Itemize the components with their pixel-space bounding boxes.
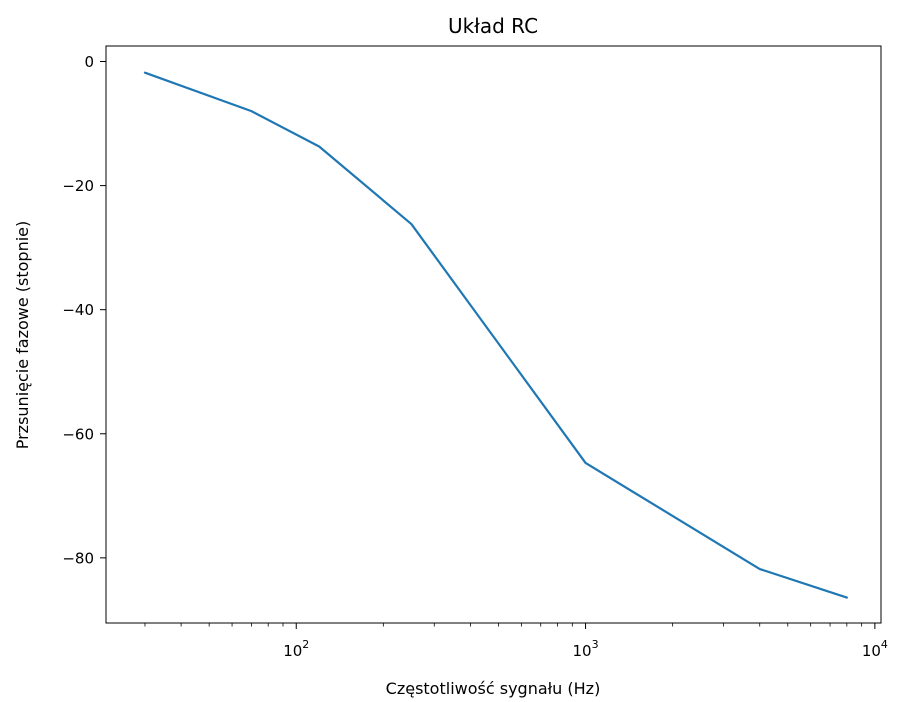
y-axis: 0 −20 −40 −60 −80: [62, 53, 106, 567]
axes-frame: [105, 45, 882, 624]
x-tick-label: 102: [283, 638, 309, 660]
plot-area: [143, 71, 848, 599]
y-tick-label: −80: [62, 549, 94, 567]
x-tick-label: 103: [573, 638, 599, 660]
y-tick-label: −40: [62, 301, 94, 319]
y-tick-label: 0: [84, 53, 94, 71]
y-tick-label: −20: [62, 177, 94, 195]
y-axis-label: Przsunięcie fazowe (stopnie): [13, 221, 32, 450]
series-line-0: [143, 71, 848, 599]
chart-title: Układ RC: [448, 14, 538, 38]
y-tick-label: −60: [62, 425, 94, 443]
x-axis-label: Częstotliwość sygnału (Hz): [386, 679, 601, 698]
x-tick-label: 104: [862, 638, 888, 660]
x-axis: 102 103 104: [144, 623, 888, 660]
